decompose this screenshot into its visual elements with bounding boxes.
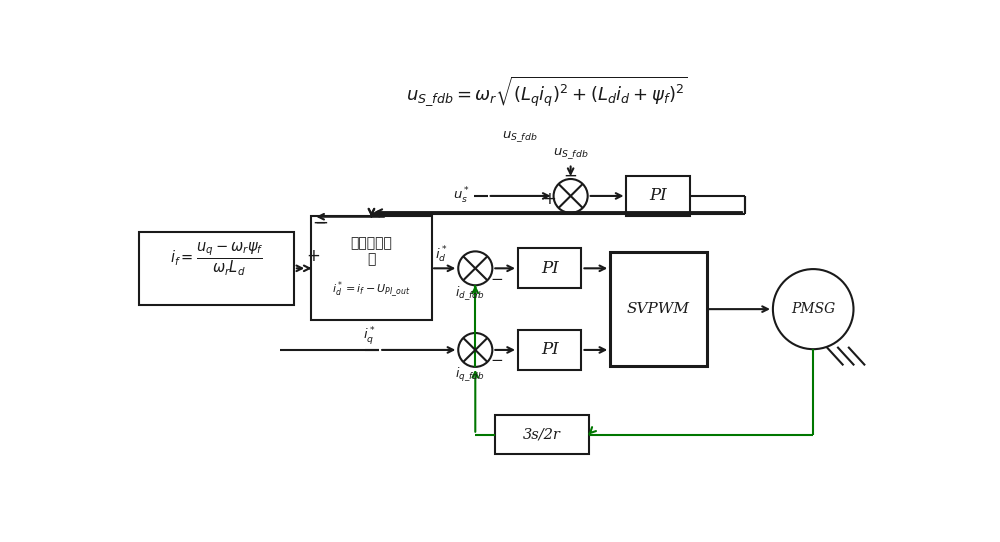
Bar <box>518 330 581 370</box>
Text: 恒压控制给
定: 恒压控制给 定 <box>351 236 392 267</box>
Text: −: − <box>313 214 326 232</box>
Text: $u_s^*$: $u_s^*$ <box>453 186 470 206</box>
Bar <box>518 248 581 288</box>
Text: $i_d^*=i_f-U_{PI\_out}$: $i_d^*=i_f-U_{PI\_out}$ <box>332 280 411 300</box>
Text: SVPWM: SVPWM <box>627 302 690 316</box>
Text: PMSG: PMSG <box>791 302 835 316</box>
Bar <box>139 232 294 305</box>
Text: −: − <box>491 272 503 287</box>
Text: PI: PI <box>541 260 559 277</box>
Circle shape <box>458 251 492 285</box>
Circle shape <box>773 269 854 349</box>
Text: $i_{q\_fdb}$: $i_{q\_fdb}$ <box>455 366 484 384</box>
Text: $i_{d\_fdb}$: $i_{d\_fdb}$ <box>455 284 484 302</box>
Text: −: − <box>564 167 578 185</box>
Text: $i_q^*$: $i_q^*$ <box>363 325 375 347</box>
Text: PI: PI <box>649 188 667 204</box>
Text: $u_{S\_fdb}$: $u_{S\_fdb}$ <box>502 130 538 144</box>
Text: −: − <box>491 353 503 368</box>
Bar <box>626 176 690 216</box>
Bar <box>610 252 707 366</box>
Text: +: + <box>306 247 320 265</box>
Circle shape <box>554 179 588 213</box>
Text: $u_{S\_fdb}$: $u_{S\_fdb}$ <box>553 146 588 161</box>
Text: $i_d^*$: $i_d^*$ <box>435 244 448 264</box>
Text: −: − <box>314 214 328 232</box>
Bar <box>495 415 589 454</box>
Bar <box>311 216 432 320</box>
Text: $u_{S\_fdb} = \omega_r\sqrt{(L_q i_q)^2 + (L_d i_d + \psi_f)^2}$: $u_{S\_fdb} = \omega_r\sqrt{(L_q i_q)^2 … <box>406 74 688 108</box>
Text: +: + <box>542 190 556 208</box>
Circle shape <box>458 333 492 367</box>
Text: $i_f = \dfrac{u_q - \omega_r\psi_f}{\omega_r L_d}$: $i_f = \dfrac{u_q - \omega_r\psi_f}{\ome… <box>170 241 263 278</box>
Text: 3s/2r: 3s/2r <box>523 428 561 442</box>
Text: PI: PI <box>541 341 559 358</box>
